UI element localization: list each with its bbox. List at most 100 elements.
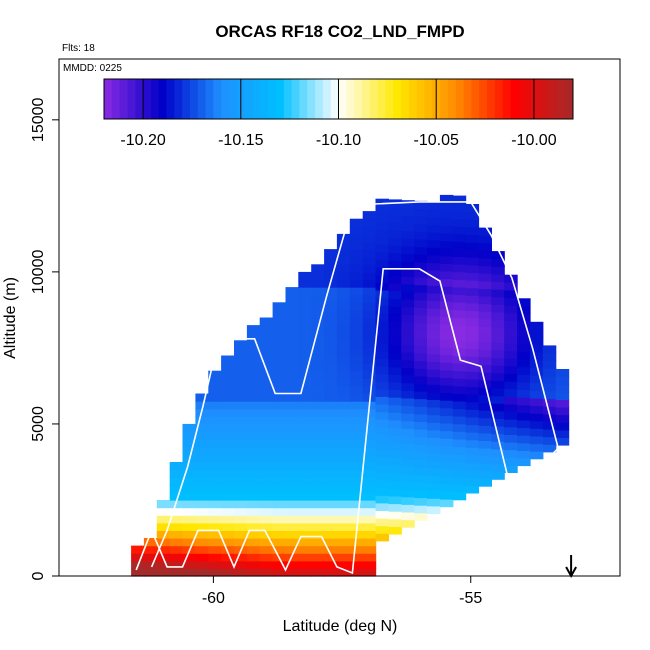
heatmap-cell [349,249,364,258]
heatmap-cell [246,325,261,334]
heatmap-cell [452,218,467,227]
colorbar-swatch [361,79,371,119]
heatmap-cell [311,279,325,288]
heatmap-cell [221,530,235,539]
heatmap-cell [182,492,196,501]
heatmap-cell [336,492,351,501]
heatmap-cell [336,545,351,554]
heatmap-cell [298,462,312,471]
heatmap-cell [401,428,415,437]
heatmap-cell [336,454,351,463]
heatmap-cell [246,431,261,440]
heatmap-cell [208,378,222,387]
heatmap-cell [285,416,299,425]
colorbar-swatch [315,79,324,119]
heatmap-cell [427,490,441,499]
heatmap-cell [439,407,454,416]
heatmap-cell [285,500,299,509]
heatmap-cell [182,507,196,516]
colorbar-swatch [440,79,449,119]
heatmap-cell [465,386,480,395]
heatmap-cell [491,289,505,298]
heatmap-cell [208,530,222,539]
heatmap-cell [272,363,287,372]
x-axis: -60 -55 [202,576,482,607]
heatmap-cell [375,472,389,481]
colorbar-swatch [205,79,214,119]
heatmap-cell [427,262,441,271]
heatmap-cell [465,416,480,426]
colorbar-swatch [111,79,121,119]
heatmap-cell [427,445,441,454]
heatmap-cell [401,382,415,391]
heatmap-cell [401,291,415,300]
heatmap-cell [439,324,454,333]
y-tick-label: 10000 [30,250,47,295]
heatmap-cell [259,484,274,493]
heatmap-cell [234,431,248,440]
heatmap-cell [349,347,364,357]
heatmap-cell [195,522,209,531]
heatmap-cell [285,332,299,341]
heatmap-cell [234,355,248,364]
heatmap-cell [298,545,312,554]
heatmap-cell [311,264,325,273]
heatmap-cell [478,265,492,274]
heatmap-cell [336,249,351,258]
heatmap-cell [324,347,338,357]
heatmap-cell [401,321,415,330]
heatmap-cell [427,239,441,248]
heatmap-cell [272,332,287,341]
heatmap-cell [427,460,441,469]
heatmap-cell [439,392,454,401]
heatmap-cell [324,271,338,281]
heatmap-cell [324,378,338,387]
heatmap-cell [336,507,351,516]
heatmap-cell [375,495,389,504]
heatmap-cell [324,530,338,539]
heatmap-cell [414,444,428,453]
heatmap-cell [311,271,325,281]
heatmap-cell [504,312,518,321]
heatmap-cell [452,484,467,493]
heatmap-cell [311,484,325,493]
heatmap-cell [452,362,467,372]
heatmap-cell [465,318,480,327]
colorbar-swatch [299,79,308,119]
heatmap-cell [362,522,377,531]
heatmap-cell [555,422,570,431]
heatmap-cell [388,214,402,223]
heatmap-cell [246,332,261,341]
heatmap-cell [169,538,184,547]
heatmap-cell [182,439,196,448]
heatmap-cell [375,221,389,230]
heatmap-cell [349,393,364,402]
heatmap-cell [246,401,261,410]
heatmap-cell [285,294,299,303]
heatmap-cell [324,309,338,319]
heatmap-cell [336,416,351,425]
heatmap-cell [427,391,441,400]
heatmap-cell [311,378,325,387]
heatmap-cell [529,397,544,407]
heatmap-cell [414,200,428,210]
colorbar-swatch [557,79,566,119]
heatmap-cell [298,355,312,364]
heatmap-cell [388,328,402,337]
heatmap-cell [542,406,557,415]
heatmap-cell [324,431,338,440]
colorbar-swatch [174,79,183,119]
heatmap-cell [259,416,274,425]
heatmap-cell [259,553,274,562]
y-tick-label: 5000 [30,406,47,442]
heatmap-cell [542,391,557,400]
heatmap-cell [285,401,299,410]
heatmap-cell [195,423,209,433]
heatmap-cell [221,507,235,516]
heatmap-cell [388,412,402,421]
colorbar-swatch [150,79,160,119]
heatmap-cell [375,487,389,496]
heatmap-cell [388,419,402,429]
heatmap-cell [452,203,467,212]
heatmap-cell [362,302,377,311]
